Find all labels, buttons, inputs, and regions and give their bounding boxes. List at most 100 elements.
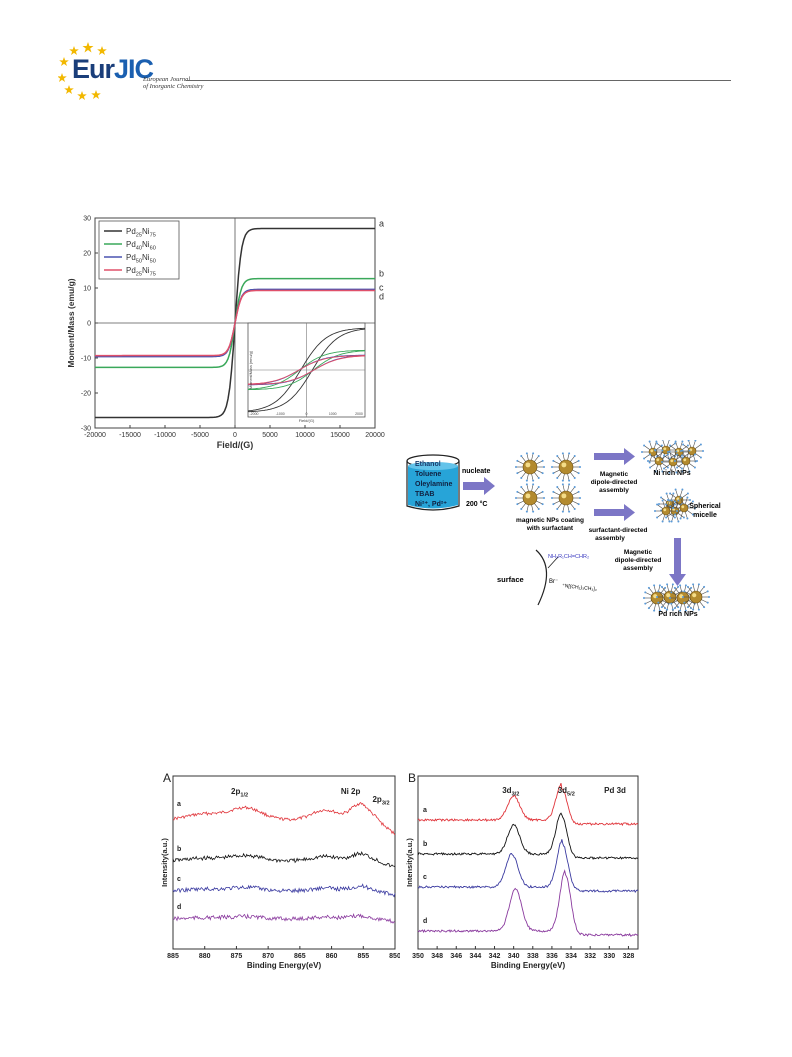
ligand-spike <box>649 441 653 449</box>
xps-b-annotation-pd3d: Pd 3d <box>604 786 626 795</box>
ligand-head <box>676 453 679 456</box>
ligand-head <box>683 590 686 593</box>
ligand-head <box>643 457 646 460</box>
inset-loop-a <box>247 327 365 412</box>
inset-x-tick-label: -1000 <box>276 412 285 416</box>
x-tick-label: -10000 <box>154 432 176 439</box>
lower-arrow-line-2: assembly <box>595 535 625 542</box>
xps-b-x-tick-label: 342 <box>489 953 501 960</box>
ligand-head <box>687 440 690 442</box>
ligand-spike <box>692 602 695 610</box>
xps-b-y-label: Intensity(a.u.) <box>405 838 414 887</box>
ligand-head <box>573 507 576 510</box>
ligand-head <box>679 496 682 499</box>
particle-shine <box>561 462 567 468</box>
ligand-head <box>703 606 706 609</box>
ligand-head <box>658 503 660 505</box>
ligand-head <box>686 585 689 588</box>
ligand-spike <box>536 460 543 465</box>
xps-a-x-label: Binding Energy(eV) <box>247 961 322 970</box>
nucleate-arrow <box>463 477 495 495</box>
ligand-head <box>667 451 669 453</box>
ligand-spike <box>526 504 529 512</box>
amine-label: NH₂R₁CH=CHR₂ <box>548 554 589 560</box>
particle-shine <box>663 508 667 512</box>
ligand-spike <box>656 504 663 509</box>
ligand-spike <box>682 464 686 472</box>
ligand-head <box>670 499 673 502</box>
ligand-spike <box>557 486 562 493</box>
ligand-spike <box>536 491 543 496</box>
xps-a-annotation-2p32: 2p3/2 <box>372 795 389 806</box>
ligand-head <box>543 497 545 499</box>
ligand-spike <box>653 441 657 449</box>
ligand-head <box>708 596 710 598</box>
xps-a-x-tick-label: 885 <box>167 953 179 960</box>
micelle-particle <box>672 496 696 520</box>
ligand-head <box>525 479 528 482</box>
ligand-head <box>532 483 535 486</box>
ligand-head <box>672 507 674 509</box>
ligand-spike <box>562 484 565 492</box>
ligand-head <box>525 452 528 455</box>
ligand-spike <box>699 586 705 593</box>
ligand-head <box>682 596 684 598</box>
ligand-spike <box>562 453 565 461</box>
ligand-head <box>675 450 678 453</box>
xps-b-x-tick-label: 346 <box>450 953 462 960</box>
ligand-spike <box>662 514 666 522</box>
journal-logo: EurJIC European Journal of Inorganic Che… <box>58 40 203 100</box>
down-arrow-line-3: assembly <box>623 565 653 572</box>
ligand-head <box>677 520 680 523</box>
x-tick-label: 0 <box>233 432 237 439</box>
y-tick-label: 30 <box>83 216 91 223</box>
ligand-spike <box>671 584 674 592</box>
particle-core <box>522 459 538 475</box>
particle-shine <box>663 447 667 451</box>
xps-a-panel-letter: A <box>163 771 171 785</box>
ligand-head <box>676 466 679 469</box>
ligand-spike <box>660 497 667 502</box>
xps-b-x-tick-label: 336 <box>546 953 558 960</box>
xps-a-annotation-2p12: 2p1/2 <box>231 787 248 798</box>
ligand-spike <box>687 510 694 515</box>
ligand-head <box>661 499 664 502</box>
x-tick-label: 10000 <box>295 432 315 439</box>
ligand-spike <box>684 591 691 595</box>
y-axis-label: Moment/Mass (emu/g) <box>66 278 76 367</box>
ligand-head <box>660 606 663 609</box>
inset-x-tick-label: -2000 <box>250 412 259 416</box>
ligand-head <box>686 606 689 609</box>
ligand-head <box>579 497 581 499</box>
inset-chart: -2000 -1000 0 1000 2000 Field/(G) Moment/Mass … <box>247 322 366 423</box>
y-tick-label: 0 <box>87 321 91 328</box>
ligand-head <box>673 516 676 519</box>
ligand-spike <box>678 513 685 518</box>
ligand-head <box>561 510 564 513</box>
ligand-head <box>520 507 523 510</box>
ligand-spike <box>649 455 653 463</box>
xps-b-curve-c <box>417 839 639 893</box>
synthesis-scheme: Ethanol Toluene Oleylamine TBAB Ni²⁺, Pd… <box>406 440 721 618</box>
ligand-spike <box>699 601 705 608</box>
ligand-spike <box>553 469 560 474</box>
ligand-spike <box>669 445 676 450</box>
ligand-spike <box>682 493 689 498</box>
ligand-head <box>648 440 651 443</box>
x-tick-label: 20000 <box>365 432 385 439</box>
ligand-spike <box>675 441 679 449</box>
upper-arrow-line-1: Magnetic <box>600 471 629 478</box>
ligand-head <box>677 606 680 609</box>
down-arrow-line-2: dipole-directed <box>615 557 662 564</box>
ligand-spike <box>701 599 708 603</box>
y-tick-label: 10 <box>83 286 91 293</box>
ligand-head <box>666 453 669 456</box>
ligand-head <box>666 466 669 469</box>
ligand-head <box>647 586 650 589</box>
ligand-spike <box>531 484 534 492</box>
ligand-spike <box>658 591 665 595</box>
legend-entry-a: Pd25Ni75 <box>126 227 156 238</box>
ligand-spike <box>662 440 666 447</box>
ligand-head <box>653 609 656 612</box>
ammonium-label: ⁺N[(CH₂)₃CH₃]₄ <box>562 583 597 593</box>
